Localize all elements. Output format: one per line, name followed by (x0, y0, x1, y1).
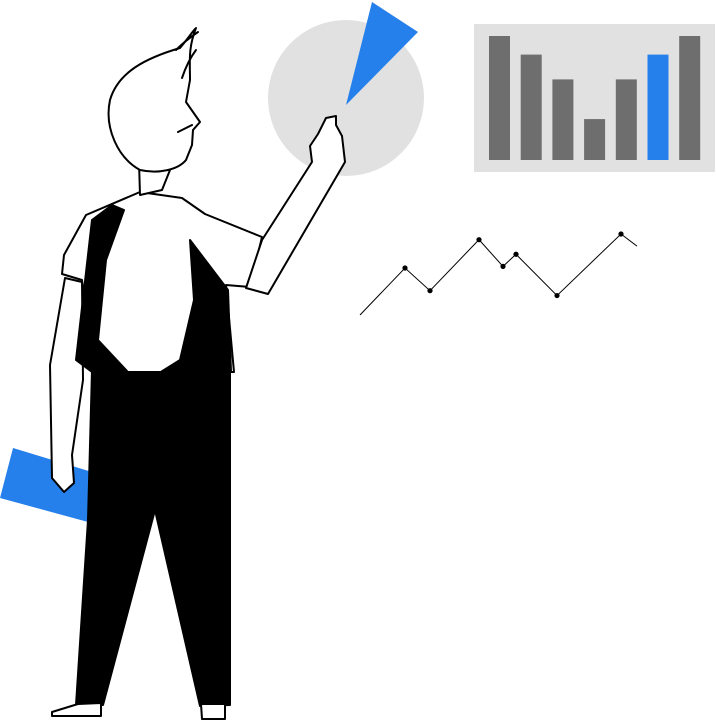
bar-chart-icon (474, 24, 715, 172)
bar-4 (584, 119, 606, 160)
line-point-7 (618, 231, 624, 237)
line-point-5 (513, 251, 519, 257)
line-point-4 (500, 263, 506, 269)
right-arm (245, 115, 346, 295)
head (107, 27, 201, 173)
hair-strand-1 (175, 31, 199, 51)
bar-1 (489, 36, 510, 160)
person-figure (0, 27, 346, 720)
overall-legs (75, 369, 231, 707)
line-point-3 (476, 237, 482, 243)
pie-highlight-slice (346, 2, 418, 105)
hair-strand-2 (181, 49, 197, 79)
line-chart-icon (359, 231, 638, 316)
line-point-6 (554, 292, 560, 299)
overall-strap (75, 204, 232, 386)
line-point-2 (427, 288, 433, 294)
bar-5 (615, 79, 637, 160)
left-arm (49, 277, 84, 493)
right-shoe (200, 703, 226, 720)
pie-chart-icon (268, 2, 424, 176)
bar-2 (520, 54, 542, 160)
bar-6 (647, 54, 669, 160)
bar-7 (679, 36, 701, 160)
left-shoe (51, 702, 102, 717)
line-point-group (402, 231, 624, 299)
bar-group (489, 36, 701, 160)
blue-folder (0, 448, 92, 522)
line-point-1 (402, 265, 408, 271)
bar-3 (552, 79, 574, 160)
line-path (359, 233, 638, 316)
ear-line (177, 124, 193, 133)
